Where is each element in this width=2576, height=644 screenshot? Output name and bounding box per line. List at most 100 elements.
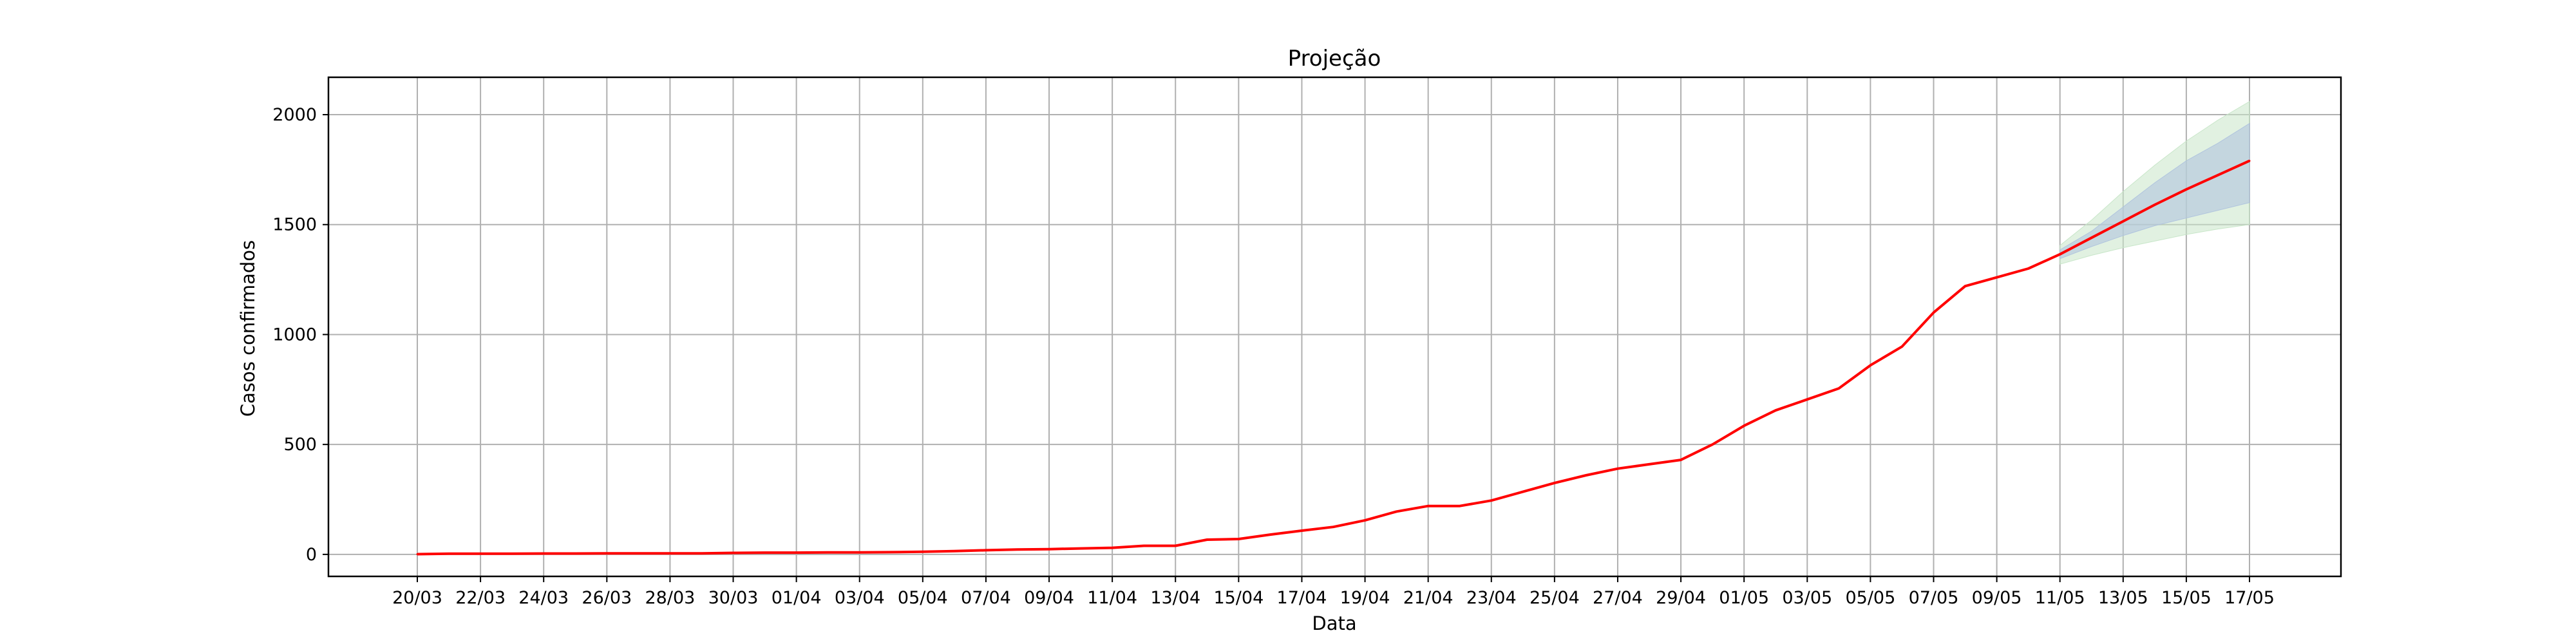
x-tick-label: 05/04 bbox=[898, 588, 948, 608]
x-tick-label: 01/05 bbox=[1719, 588, 1769, 608]
x-tick-label: 13/04 bbox=[1150, 588, 1200, 608]
grid-lines bbox=[328, 77, 2341, 576]
data-point bbox=[1048, 548, 1050, 551]
x-tick-label: 29/04 bbox=[1656, 588, 1706, 608]
x-tick-label: 13/05 bbox=[2098, 588, 2148, 608]
data-point bbox=[827, 551, 829, 554]
chart-title: Projeção bbox=[1288, 46, 1381, 71]
data-point bbox=[2090, 236, 2093, 239]
y-tick-label: 1500 bbox=[272, 215, 317, 235]
x-tick-label: 05/05 bbox=[1845, 588, 1895, 608]
data-point bbox=[2217, 174, 2219, 176]
data-point bbox=[2027, 267, 2030, 270]
data-point bbox=[1585, 474, 1587, 477]
data-series bbox=[416, 159, 2251, 556]
x-tick-label: 11/04 bbox=[1087, 588, 1137, 608]
data-point bbox=[701, 552, 703, 554]
y-tick-label: 2000 bbox=[272, 105, 317, 125]
x-tick-label: 30/03 bbox=[708, 588, 759, 608]
x-tick-label: 25/04 bbox=[1530, 588, 1580, 608]
data-point bbox=[1332, 526, 1334, 528]
data-point bbox=[1964, 285, 1966, 287]
data-point bbox=[922, 551, 924, 553]
data-point bbox=[1396, 510, 1398, 513]
data-point bbox=[479, 553, 482, 555]
data-point bbox=[1111, 547, 1113, 549]
data-point bbox=[448, 553, 450, 555]
x-tick-label: 11/05 bbox=[2035, 588, 2085, 608]
data-point bbox=[1016, 548, 1019, 551]
x-tick-label: 17/04 bbox=[1277, 588, 1327, 608]
data-point bbox=[416, 553, 419, 555]
data-point bbox=[1711, 443, 1714, 446]
data-point bbox=[1237, 538, 1240, 540]
data-point bbox=[637, 552, 639, 554]
data-point bbox=[1996, 276, 1998, 279]
x-tick-label: 17/05 bbox=[2224, 588, 2275, 608]
x-tick-label: 03/04 bbox=[835, 588, 885, 608]
data-point bbox=[1743, 424, 1745, 427]
data-point bbox=[1774, 409, 1777, 412]
x-tick-label: 21/04 bbox=[1403, 588, 1454, 608]
data-point bbox=[953, 550, 956, 553]
data-point bbox=[2059, 253, 2061, 256]
x-tick-label: 20/03 bbox=[392, 588, 442, 608]
data-point bbox=[1648, 463, 1651, 466]
y-ticks: 0 500 1000 1500 2000 bbox=[272, 105, 328, 565]
data-point bbox=[1427, 505, 1430, 507]
series-line bbox=[417, 159, 2250, 556]
x-tick-label: 23/04 bbox=[1466, 588, 1517, 608]
data-point bbox=[1269, 533, 1271, 536]
data-point bbox=[764, 551, 766, 554]
data-point bbox=[668, 552, 671, 554]
data-point bbox=[985, 549, 987, 551]
data-point bbox=[1206, 538, 1208, 541]
data-point bbox=[1079, 547, 1082, 550]
x-tick-label: 15/05 bbox=[2161, 588, 2211, 608]
x-ticks: 20/03 22/03 24/03 26/03 28/03 30/03 01/04 03/04… bbox=[392, 576, 2275, 608]
inner-confidence-band bbox=[2060, 122, 2250, 260]
confidence-bands bbox=[2060, 100, 2250, 265]
data-point bbox=[2185, 188, 2188, 191]
plot-frame bbox=[327, 76, 2342, 578]
x-tick-label: 22/03 bbox=[455, 588, 506, 608]
data-point bbox=[1900, 345, 1903, 348]
data-point bbox=[1837, 387, 1840, 390]
x-tick-label: 27/04 bbox=[1593, 588, 1643, 608]
x-tick-label: 09/04 bbox=[1024, 588, 1074, 608]
x-tick-label: 03/05 bbox=[1782, 588, 1832, 608]
data-point bbox=[511, 553, 513, 555]
y-axis-label: Casos confirmados bbox=[237, 240, 259, 417]
x-tick-label: 26/03 bbox=[582, 588, 632, 608]
y-tick-label: 0 bbox=[306, 545, 317, 565]
data-point bbox=[795, 551, 798, 554]
data-point bbox=[890, 551, 893, 553]
x-tick-label: 07/04 bbox=[961, 588, 1011, 608]
x-axis-label: Data bbox=[1312, 612, 1356, 634]
data-point bbox=[1459, 505, 1461, 507]
data-point bbox=[2248, 160, 2251, 162]
x-tick-label: 07/05 bbox=[1909, 588, 1959, 608]
x-tick-label: 01/04 bbox=[772, 588, 822, 608]
data-point bbox=[574, 553, 576, 554]
data-point bbox=[1933, 311, 1935, 314]
data-point bbox=[732, 552, 734, 554]
data-point bbox=[1616, 468, 1619, 470]
data-point bbox=[1490, 499, 1493, 502]
data-point bbox=[1300, 529, 1303, 532]
x-tick-label: 28/03 bbox=[645, 588, 696, 608]
data-point bbox=[1522, 491, 1524, 493]
data-point bbox=[2122, 220, 2125, 223]
data-point bbox=[1553, 482, 1556, 484]
y-tick-label: 1000 bbox=[272, 325, 317, 345]
data-point bbox=[1142, 545, 1145, 547]
x-tick-label: 09/05 bbox=[1972, 588, 2022, 608]
data-point bbox=[1174, 545, 1177, 547]
x-tick-label: 15/04 bbox=[1213, 588, 1264, 608]
data-point bbox=[605, 552, 608, 554]
data-point bbox=[542, 553, 545, 554]
x-tick-label: 19/04 bbox=[1340, 588, 1390, 608]
data-point bbox=[1869, 364, 1871, 366]
data-point bbox=[2154, 204, 2156, 206]
